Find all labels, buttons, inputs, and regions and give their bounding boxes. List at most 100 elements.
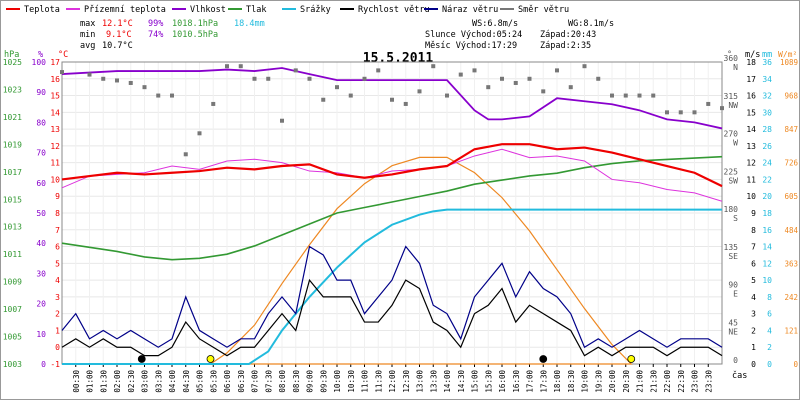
x-tick-label: 20:30 (622, 370, 631, 393)
hpa-axis-title: hPa (4, 50, 19, 60)
sunset-marker (627, 355, 636, 363)
mm_ticks-tick: 14 (762, 243, 772, 252)
wind-direction-point (472, 68, 477, 73)
mm_ticks-tick: 36 (762, 58, 772, 67)
x-tick-label: 03:30 (154, 370, 163, 393)
series-wind-speed-line (61, 278, 723, 357)
temp_ticks-tick: 13 (50, 125, 60, 134)
wind-direction-point (376, 68, 381, 73)
series-wind-gust-line (61, 245, 723, 349)
mm_ticks-tick: 16 (762, 226, 772, 235)
ms_ticks-tick: 15 (746, 108, 756, 117)
wind-direction-point (500, 76, 504, 81)
x-tick-label: 21:00 (636, 370, 645, 393)
x-tick-label: 23:30 (704, 370, 713, 393)
moonrise-info: Měsíc Východ:17:29 (425, 41, 517, 51)
hpa_ticks-tick: 1003 (3, 360, 22, 369)
stats-max-hum: 99% (148, 19, 163, 29)
temp_ticks-tick: 15 (50, 92, 60, 101)
series-solar-line (208, 156, 633, 365)
x-tick-label: 01:00 (86, 370, 95, 393)
ms_ticks-tick: 9 (751, 209, 756, 218)
legend-label-2: Vlhkost (190, 5, 226, 15)
axes: 1025102310211019101710151013101110091007… (3, 54, 799, 393)
x-tick-label: 21:30 (649, 370, 658, 393)
x-tick-label: 20:00 (608, 370, 617, 393)
temp_ticks-tick: 2 (55, 310, 60, 319)
stats-min-press: 1010.5hPa (172, 30, 218, 40)
temp_ticks-tick: 1 (55, 326, 60, 335)
x-tick-label: 12:00 (388, 370, 397, 393)
sunset-info: Západ:20:43 (540, 30, 596, 40)
dir-tick-deg: 180 (724, 205, 739, 214)
x-tick-label: 07:00 (251, 370, 260, 393)
mm_ticks-tick: 6 (767, 310, 772, 319)
pct_ticks-tick: 50 (36, 209, 46, 218)
temp_ticks-tick: 4 (55, 276, 60, 285)
mm_ticks-tick: 20 (762, 192, 772, 201)
hpa_ticks-tick: 1019 (3, 140, 22, 149)
pct_ticks-tick: 60 (36, 179, 46, 188)
series-rain-line (62, 208, 722, 365)
dir-tick-deg: 270 (724, 130, 739, 139)
x-tick-label: 06:30 (237, 370, 246, 393)
pct_ticks-tick: 0 (41, 360, 46, 369)
x-tick-label: 13:00 (416, 370, 425, 393)
wind-direction-point (610, 93, 614, 98)
ms_ticks-tick: 0 (751, 360, 756, 369)
x-tick-label: 19:30 (594, 370, 603, 393)
x-tick-label: 19:00 (581, 370, 590, 393)
x-tick-label: 10:00 (333, 370, 342, 393)
x-tick-label: 02:00 (113, 370, 122, 393)
x-tick-label: 11:00 (361, 370, 370, 393)
stats-min-label: min (80, 30, 95, 40)
wind-direction-point (637, 93, 642, 98)
info-block: WS:6.8m/s WG:8.1m/s Slunce Východ:05:24 … (425, 19, 614, 51)
stats-max-label: max (80, 19, 95, 29)
wind-direction-point (568, 85, 573, 90)
x-tick-label: 05:30 (209, 370, 218, 393)
x-tick-label: 14:30 (457, 370, 466, 393)
temp_ticks-tick: 11 (50, 159, 60, 168)
wind-direction-point (486, 85, 491, 90)
wind-direction-point (225, 64, 229, 69)
x-tick-label: 08:30 (292, 370, 301, 393)
x-tick-label: 04:00 (168, 370, 177, 393)
dir-tick-label: SE (728, 252, 738, 261)
wm2_ticks-tick: 0 (793, 360, 798, 369)
wm2_ticks-tick: 484 (784, 226, 798, 235)
hpa_ticks-tick: 1013 (3, 223, 22, 232)
ms_ticks-tick: 2 (751, 326, 756, 335)
wm2_ticks-tick: 121 (784, 326, 798, 335)
wind-direction-point (555, 68, 559, 73)
ms_ticks-tick: 7 (751, 243, 756, 252)
hpa_ticks-tick: 1025 (3, 58, 22, 67)
temp_ticks-tick: 0 (55, 343, 60, 352)
pct-axis-title: % (38, 50, 43, 60)
pct_ticks-tick: 10 (36, 330, 46, 339)
ms_ticks-tick: 4 (751, 293, 756, 302)
x-tick-label: 11:30 (374, 370, 383, 393)
wind-direction-point (623, 93, 628, 98)
dir-axis-title: ° (727, 50, 732, 60)
stats-rain-total: 18.4mm (234, 19, 265, 29)
x-tick-label: 02:30 (127, 370, 136, 393)
wind-direction-point (417, 89, 422, 94)
temp_ticks-tick: 3 (55, 293, 60, 302)
stats-avg-temp: 10.7°C (102, 41, 133, 51)
wm2_ticks-tick: 605 (784, 192, 798, 201)
ms_ticks-tick: 17 (746, 75, 756, 84)
pct_ticks-tick: 80 (36, 118, 46, 127)
x-tick-label: 09:30 (319, 370, 328, 393)
pct_ticks-tick: 20 (36, 300, 46, 309)
dir-tick-deg: 315 (724, 92, 739, 101)
stats-max-press: 1018.1hPa (172, 19, 218, 29)
wind-direction-point (541, 89, 546, 94)
sunrise-info: Slunce Východ:05:24 (425, 30, 522, 40)
stats-min-temp: 9.1°C (106, 30, 132, 40)
ms_ticks-tick: 3 (751, 310, 756, 319)
legend-label-4: Srážky (300, 5, 331, 15)
stats-min-hum: 74% (148, 30, 163, 40)
dir-tick-deg: 360 (724, 54, 739, 63)
dir-tick-deg: 135 (724, 243, 739, 252)
